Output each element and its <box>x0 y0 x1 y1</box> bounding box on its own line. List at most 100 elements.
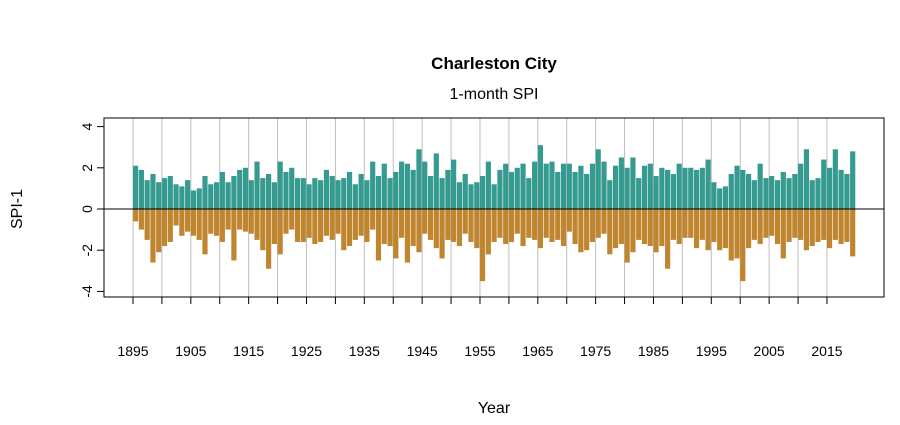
bar-positive <box>832 149 838 209</box>
bar-positive <box>555 171 561 209</box>
bar-negative <box>479 209 486 282</box>
bar-positive <box>838 169 844 209</box>
bar-positive <box>711 182 717 209</box>
bar-negative <box>526 209 532 238</box>
bar-positive <box>532 161 538 209</box>
bar-negative <box>248 209 254 234</box>
bar-positive <box>821 159 827 209</box>
bar-negative <box>202 209 208 255</box>
bar-positive <box>196 188 202 209</box>
bar-positive <box>306 184 312 209</box>
bar-negative <box>601 209 607 234</box>
bar-positive <box>456 182 463 209</box>
bar-positive <box>399 161 405 209</box>
bar-negative <box>300 209 306 242</box>
bar-positive <box>717 188 723 209</box>
bar-positive <box>381 163 387 209</box>
bar-positive <box>659 167 665 209</box>
bar-positive <box>826 167 833 209</box>
bar-negative <box>751 209 757 240</box>
bar-negative <box>306 209 312 238</box>
x-tick-label: 1955 <box>464 343 495 359</box>
bar-negative <box>711 209 717 242</box>
bar-positive <box>549 161 555 209</box>
bar-negative <box>456 209 463 247</box>
bar-negative <box>734 209 740 259</box>
bar-positive <box>190 190 197 209</box>
bar-positive <box>641 165 648 209</box>
bar-positive <box>231 176 237 209</box>
bar-positive <box>665 169 671 209</box>
x-tick-label: 2015 <box>811 343 842 359</box>
bar-negative <box>266 209 272 269</box>
bar-positive <box>318 180 324 209</box>
bar-negative <box>358 209 364 236</box>
bar-positive <box>798 163 804 209</box>
bar-negative <box>491 209 497 242</box>
bar-negative <box>283 209 289 234</box>
bar-negative <box>231 209 237 261</box>
bar-positive <box>618 157 624 209</box>
y-tick-label: -2 <box>79 244 95 257</box>
bar-negative <box>832 209 838 240</box>
x-tick-label: 1905 <box>175 343 206 359</box>
bar-positive <box>289 167 295 209</box>
bar-negative <box>260 209 266 251</box>
bar-positive <box>850 151 856 209</box>
bar-negative <box>566 209 572 232</box>
bar-negative <box>520 209 526 247</box>
bar-negative <box>213 209 220 236</box>
bar-positive <box>422 161 428 209</box>
bar-positive <box>387 178 393 209</box>
bar-negative <box>422 209 428 234</box>
x-tick-label: 1945 <box>407 343 438 359</box>
bar-negative <box>167 209 173 242</box>
bar-negative <box>578 209 584 253</box>
bar-positive <box>271 182 277 209</box>
bar-positive <box>584 173 590 209</box>
bar-negative <box>503 209 509 245</box>
x-axis: 1895 1905 1915 1925 1935 1945 1955 1965 1975 1985… <box>117 297 843 359</box>
bar-positive <box>734 165 740 209</box>
x-tick-label: 1995 <box>696 343 727 359</box>
bar-positive <box>468 184 474 209</box>
bar-negative <box>595 209 601 238</box>
x-tick-label: 1925 <box>291 343 322 359</box>
bar-positive <box>508 171 515 209</box>
bar-negative <box>133 209 139 222</box>
bar-positive <box>237 169 243 209</box>
bar-positive <box>503 163 509 209</box>
bar-negative <box>427 209 434 240</box>
bar-positive <box>213 182 220 209</box>
bar-positive <box>375 176 382 209</box>
bar-positive <box>202 176 208 209</box>
bar-negative <box>653 209 659 253</box>
bar-positive <box>474 182 480 209</box>
bar-positive <box>329 176 335 209</box>
bar-negative <box>375 209 382 261</box>
bar-negative <box>665 209 671 269</box>
bar-positive <box>150 173 156 209</box>
bar-positive <box>138 169 144 209</box>
bar-positive <box>688 167 694 209</box>
bar-negative <box>728 209 734 261</box>
y-axis: 4 2 0 -2 -4 <box>79 122 104 298</box>
bar-negative <box>381 209 387 245</box>
bar-positive <box>792 173 798 209</box>
bar-negative <box>607 209 613 255</box>
bar-positive <box>485 161 491 209</box>
bar-negative <box>462 209 468 234</box>
bar-positive <box>786 178 792 209</box>
bar-positive <box>277 161 283 209</box>
bar-positive <box>607 180 613 209</box>
bar-positive <box>161 178 168 209</box>
bar-negative <box>850 209 856 257</box>
bar-positive <box>769 176 775 209</box>
bar-negative <box>786 209 792 242</box>
bar-positive <box>439 178 445 209</box>
y-tick-label: -4 <box>79 285 95 298</box>
bar-positive <box>844 173 850 209</box>
bar-positive <box>341 178 347 209</box>
bar-negative <box>410 209 416 247</box>
bar-negative <box>630 209 636 253</box>
